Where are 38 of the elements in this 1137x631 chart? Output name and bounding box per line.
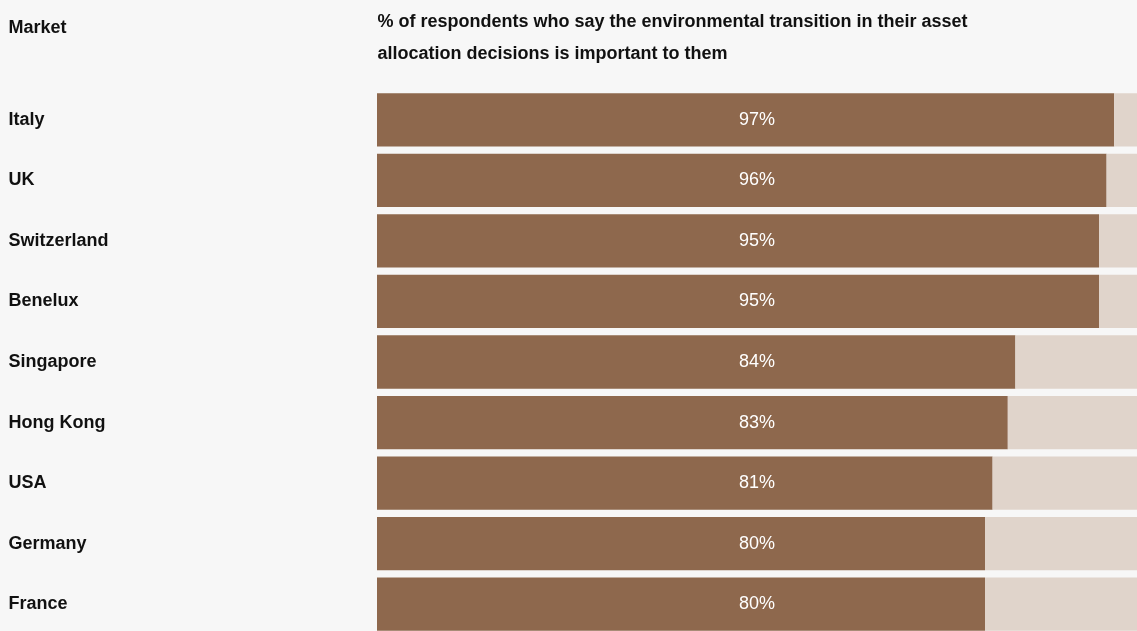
bar: [377, 214, 1099, 268]
y-tick-label: Switzerland: [8, 229, 109, 250]
bar: [377, 93, 1115, 147]
bar: [1114, 93, 1137, 147]
data-label: 83%: [738, 411, 776, 432]
bar: [1099, 214, 1137, 268]
bar: [377, 335, 1016, 389]
data-label: 95%: [738, 229, 776, 250]
data-label: 81%: [738, 472, 776, 493]
bar: [377, 456, 993, 510]
data-label: 80%: [738, 593, 776, 614]
data-label: 96%: [738, 169, 776, 190]
y-tick-label: France: [8, 593, 68, 614]
bar: [377, 516, 985, 571]
bar: [992, 456, 1137, 510]
bar: [1106, 153, 1137, 208]
bar: [1007, 395, 1137, 450]
bar: [1099, 274, 1137, 329]
data-label: 97%: [738, 108, 776, 129]
y-tick-label: Benelux: [8, 290, 79, 311]
bar: [377, 577, 985, 631]
bar: [377, 395, 1008, 450]
data-label: 95%: [738, 290, 776, 311]
y-tick-label: USA: [8, 472, 47, 493]
bar: [377, 153, 1107, 208]
y-tick-label: UK: [8, 169, 35, 190]
bar: [985, 516, 1137, 571]
y-tick-label: Singapore: [8, 351, 97, 371]
bar: [1015, 335, 1137, 389]
bar: [377, 274, 1099, 329]
bar: [985, 577, 1137, 631]
y-axis-title: Market: [8, 16, 67, 37]
chart-title: % of respondents who say the environmental transition in their asset allocation decisions is important to them: [377, 10, 968, 63]
y-tick-label: Germany: [8, 532, 87, 553]
data-label: 80%: [738, 532, 776, 553]
y-tick-label: Italy: [8, 108, 45, 129]
data-label: 84%: [738, 351, 776, 371]
y-tick-label: Hong Kong: [8, 411, 106, 432]
